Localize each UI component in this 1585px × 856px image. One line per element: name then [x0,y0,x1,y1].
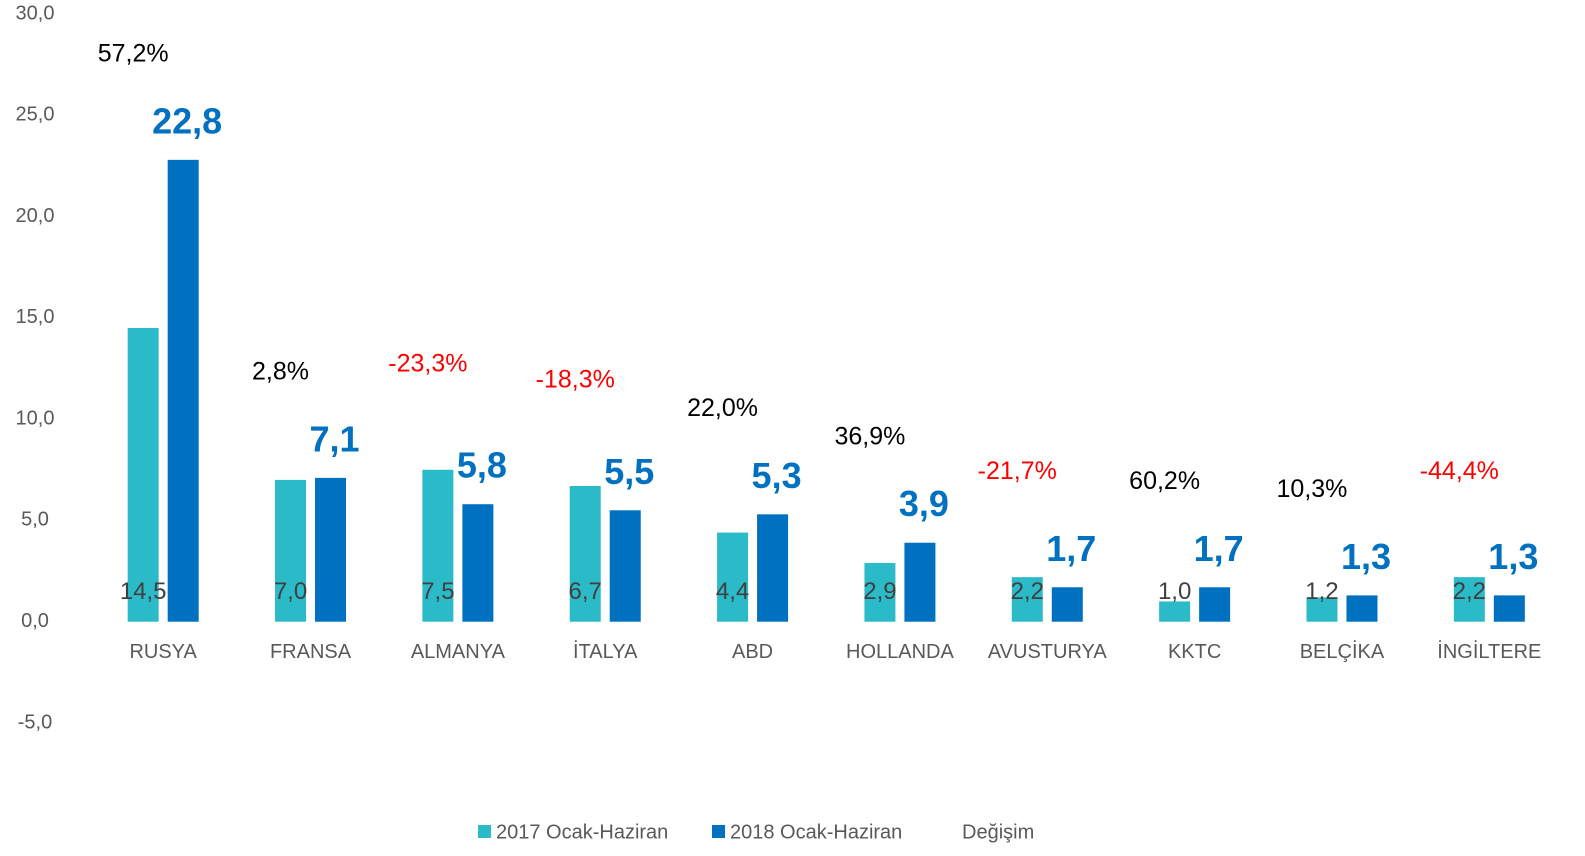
change-label: -44,4% [1420,457,1499,485]
legend-label: Değişim [962,821,1034,843]
bar [1159,601,1191,622]
change-label: 60,2% [1129,467,1200,495]
change-label: 57,2% [98,39,169,67]
value-label: 5,3 [752,455,802,496]
change-label: 36,9% [834,422,905,450]
x-tick-label: RUSYA [129,641,197,663]
bar [462,504,494,622]
change-label: -21,7% [978,457,1057,485]
value-label: 5,5 [604,451,654,492]
legend-label: 2017 Ocak-Haziran [496,821,668,843]
bar [167,159,199,622]
value-label: 6,7 [569,578,602,605]
value-label: 14,5 [120,578,167,605]
y-tick-label: 0,0 [21,610,49,632]
x-tick-label: İTALYA [573,640,638,663]
bar [717,532,749,622]
value-label: 7,0 [274,578,307,605]
value-label: 2,2 [1453,578,1486,605]
bar [1051,587,1083,622]
x-tick-label: FRANSA [270,641,352,663]
y-tick-label: 20,0 [16,205,55,227]
bar [609,510,641,622]
y-tick-label: 15,0 [16,306,55,328]
value-label: 1,3 [1488,536,1538,577]
bar [904,542,936,622]
bar [864,562,896,622]
bar [315,477,347,622]
y-tick-label: 25,0 [16,104,55,126]
bar [1493,595,1525,622]
bar [1453,577,1485,622]
bar [1011,577,1043,622]
value-label: 7,1 [310,418,360,459]
y-tick-label: 5,0 [21,509,49,531]
change-label: 2,8% [252,357,309,385]
bar [569,485,601,622]
x-tick-label: BELÇİKA [1300,640,1385,663]
bar [1306,597,1338,622]
value-label: 5,8 [457,445,507,486]
change-label: 22,0% [687,394,758,422]
y-tick-label: -5,0 [18,711,52,733]
bar [127,327,159,622]
x-tick-label: AVUSTURYA [988,641,1108,663]
value-label: 7,5 [421,578,454,605]
bar [422,469,454,622]
value-label: 1,2 [1305,578,1338,605]
value-label: 1,0 [1158,578,1191,605]
change-label: -23,3% [388,349,467,377]
x-tick-label: ALMANYA [411,641,506,663]
x-tick-label: KKTC [1168,641,1221,663]
legend-swatch [712,825,725,838]
value-label: 4,4 [716,578,749,605]
value-label: 2,9 [863,578,896,605]
x-tick-label: ABD [732,641,773,663]
legend-swatch [478,825,491,838]
bar [1199,587,1231,622]
bar [757,514,789,622]
value-label: 1,7 [1046,528,1096,569]
legend-label: 2018 Ocak-Haziran [730,821,902,843]
bar [1346,595,1378,622]
x-tick-label: HOLLANDA [846,641,954,663]
value-label: 22,8 [152,100,222,141]
x-tick-label: İNGİLTERE [1437,640,1541,663]
value-label: 2,2 [1011,578,1044,605]
value-label: 3,9 [899,483,949,524]
value-label: 1,7 [1194,528,1244,569]
change-label: 10,3% [1277,475,1348,503]
y-tick-label: 10,0 [16,407,55,429]
change-label: -18,3% [536,366,615,394]
y-tick-label: 30,0 [16,2,55,24]
value-label: 1,3 [1341,536,1391,577]
bar [275,479,307,622]
